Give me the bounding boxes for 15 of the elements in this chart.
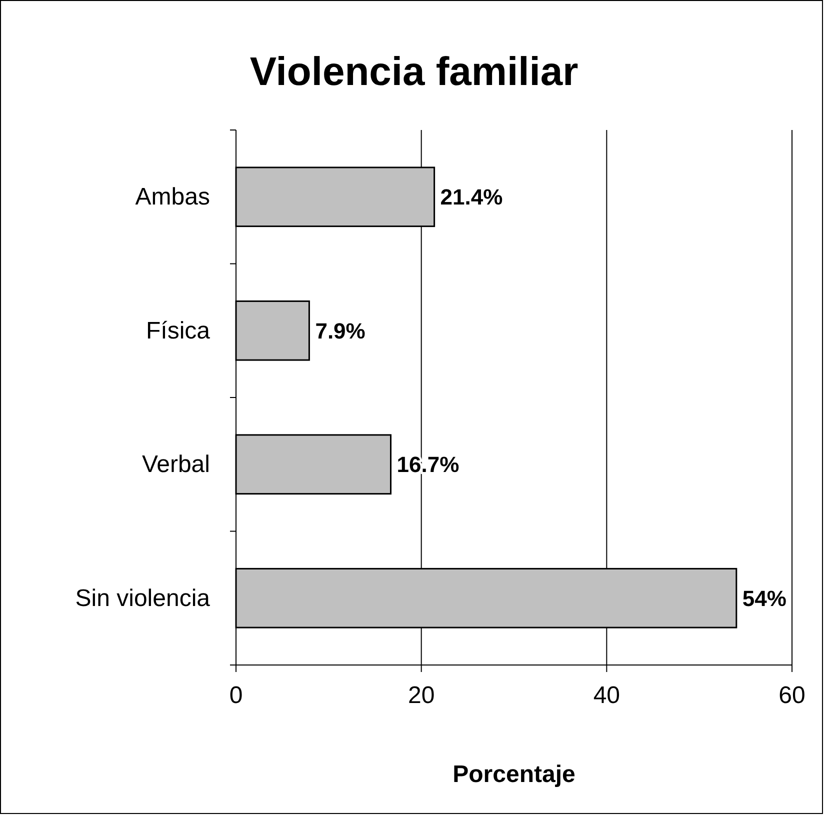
y-tick-label: Verbal xyxy=(142,451,210,478)
x-tick-label: 60 xyxy=(778,682,806,710)
x-tick-label: 40 xyxy=(593,682,620,710)
y-tick-label: Sin violencia xyxy=(75,584,211,612)
y-tick-label: Ambas xyxy=(135,184,210,211)
data-label: 21.4% xyxy=(440,184,503,210)
bar xyxy=(235,434,392,495)
data-label: 54% xyxy=(742,586,786,611)
chart-title: Violencia familiar xyxy=(250,50,578,94)
y-tick-label: Física xyxy=(146,317,211,344)
x-tick-label: 0 xyxy=(229,682,243,710)
data-label: 7.9% xyxy=(315,318,366,344)
x-tick-label: 20 xyxy=(408,682,435,710)
bar xyxy=(235,300,310,361)
x-axis-title: Porcentaje xyxy=(452,761,576,788)
